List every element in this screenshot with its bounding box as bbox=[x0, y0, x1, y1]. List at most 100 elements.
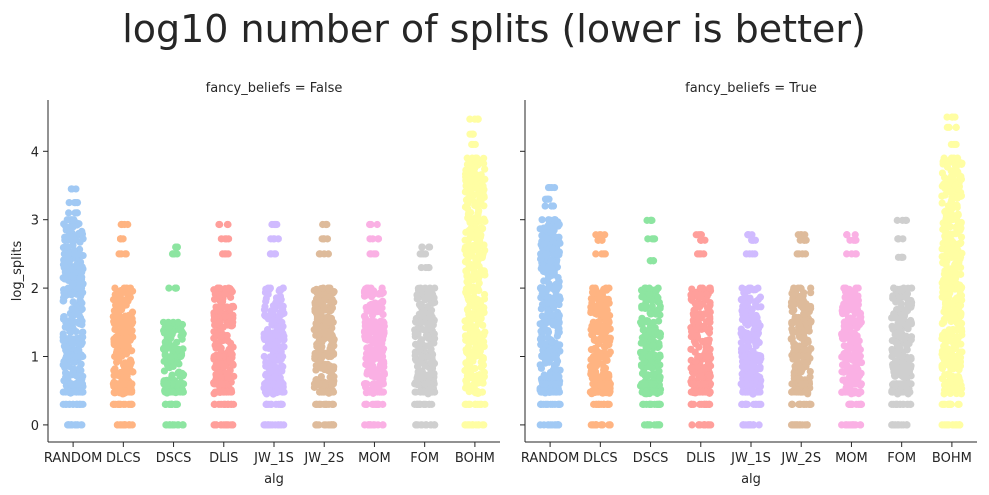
data-point bbox=[124, 318, 132, 326]
strip-point bbox=[463, 372, 471, 380]
data-point bbox=[225, 284, 233, 292]
strip-bohm bbox=[461, 115, 489, 429]
data-point bbox=[279, 284, 287, 292]
data-point bbox=[316, 250, 324, 258]
data-point bbox=[589, 421, 597, 429]
data-point bbox=[412, 318, 420, 326]
strip-point bbox=[598, 290, 606, 299]
data-point bbox=[852, 388, 860, 396]
data-point bbox=[62, 352, 70, 361]
data-point bbox=[216, 220, 224, 229]
strip-mom bbox=[838, 231, 866, 429]
strip-point bbox=[363, 370, 371, 378]
strip-point bbox=[953, 203, 961, 211]
data-point bbox=[417, 263, 425, 272]
data-point bbox=[322, 318, 330, 326]
strip-point bbox=[170, 341, 178, 350]
data-point bbox=[412, 388, 420, 396]
strip-point bbox=[705, 329, 714, 337]
data-point bbox=[803, 352, 812, 361]
data-point bbox=[229, 400, 238, 408]
data-point bbox=[597, 352, 606, 361]
strip-point bbox=[656, 373, 664, 381]
data-point bbox=[592, 250, 600, 258]
strip-point bbox=[224, 337, 232, 345]
data-point bbox=[605, 284, 613, 292]
strip-point bbox=[69, 223, 77, 231]
strip-point bbox=[754, 372, 762, 380]
strip-point bbox=[595, 335, 604, 343]
strip-point bbox=[273, 327, 281, 335]
strip-point bbox=[471, 271, 479, 279]
strip-point bbox=[481, 328, 489, 336]
data-point bbox=[647, 380, 656, 388]
data-point bbox=[474, 115, 482, 123]
strip-point bbox=[69, 280, 77, 288]
strip-point bbox=[644, 371, 652, 379]
data-point bbox=[369, 235, 377, 243]
strip-point bbox=[480, 373, 488, 381]
figure-title: log10 number of splits (lower is better) bbox=[122, 7, 866, 51]
strip-point bbox=[74, 310, 82, 319]
data-point bbox=[463, 154, 471, 162]
data-point bbox=[223, 220, 231, 229]
strip-point bbox=[470, 375, 478, 383]
data-point bbox=[61, 236, 69, 244]
data-point bbox=[262, 400, 270, 408]
data-point bbox=[164, 318, 172, 326]
strip-dlis bbox=[210, 220, 238, 429]
data-point bbox=[851, 250, 860, 258]
strip-point bbox=[72, 372, 81, 380]
data-point bbox=[319, 220, 327, 229]
strip-point bbox=[604, 339, 613, 348]
strip-point bbox=[545, 371, 553, 379]
strip-point bbox=[474, 230, 482, 239]
strip-point bbox=[327, 363, 335, 371]
strip-point bbox=[427, 358, 435, 366]
strip-point bbox=[547, 257, 555, 265]
data-point bbox=[217, 235, 225, 243]
strip-point bbox=[66, 327, 74, 336]
strip-point bbox=[587, 370, 595, 378]
strip-point bbox=[855, 309, 863, 318]
strip-point bbox=[639, 326, 647, 334]
data-point bbox=[414, 380, 422, 388]
strip-point bbox=[320, 303, 328, 311]
data-point bbox=[806, 318, 815, 326]
strip-point bbox=[379, 298, 387, 306]
data-point bbox=[688, 380, 696, 388]
data-point bbox=[366, 421, 374, 429]
x-axis-label: alg bbox=[264, 472, 284, 487]
data-point bbox=[594, 318, 602, 326]
strip-point bbox=[426, 370, 434, 378]
strip-point bbox=[117, 368, 125, 377]
strip-point bbox=[413, 329, 421, 337]
x-tick-label: DLIS bbox=[209, 451, 238, 466]
strip-point bbox=[648, 302, 656, 310]
strip-point bbox=[474, 316, 482, 324]
strip-point bbox=[65, 372, 73, 380]
data-point bbox=[269, 318, 277, 326]
strip-point bbox=[111, 371, 119, 379]
data-point bbox=[857, 380, 865, 388]
x-tick-label: RANDOM bbox=[521, 451, 580, 466]
strip-point bbox=[475, 262, 483, 270]
data-point bbox=[656, 400, 664, 408]
data-point bbox=[227, 388, 235, 396]
data-point bbox=[474, 421, 482, 429]
data-point bbox=[592, 388, 600, 396]
data-point bbox=[126, 400, 134, 408]
data-point bbox=[425, 400, 433, 408]
data-point bbox=[745, 284, 753, 292]
strip-point bbox=[127, 327, 136, 336]
strip-point bbox=[178, 335, 186, 343]
data-point bbox=[425, 243, 434, 251]
data-point bbox=[365, 388, 373, 396]
strip-point bbox=[64, 242, 72, 251]
data-point bbox=[694, 318, 702, 326]
data-point bbox=[269, 235, 277, 243]
data-point bbox=[361, 400, 369, 408]
strip-point bbox=[751, 331, 760, 339]
data-point bbox=[748, 250, 756, 258]
data-point bbox=[124, 220, 132, 229]
